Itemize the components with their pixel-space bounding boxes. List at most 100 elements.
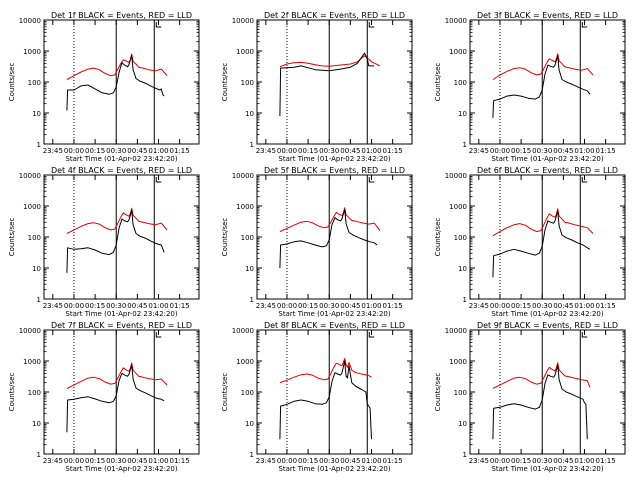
marker-bracket: [155, 332, 162, 338]
marker-bracket: [368, 22, 375, 28]
x-axis-label: Start Time (01-Apr-02 23:42:20): [278, 310, 390, 318]
x-tick-label: 00:00: [64, 147, 84, 155]
y-tick-label: 1: [463, 296, 467, 304]
x-tick-label: 00:45: [553, 147, 573, 155]
series-line-lld: [66, 53, 168, 80]
y-tick-label: 1000: [449, 48, 467, 56]
panel-title: Det 7f BLACK = Events, RED = LLD: [51, 321, 192, 330]
axis-box: [43, 19, 200, 145]
y-tick-label: 1000: [449, 203, 467, 211]
x-tick-label: 23:45: [256, 302, 276, 310]
y-axis-label: Counts/sec: [434, 63, 442, 102]
x-tick-label: 00:30: [319, 302, 339, 310]
y-tick-label: 1000: [449, 358, 467, 366]
series-line-events: [66, 364, 165, 433]
y-tick-label: 100: [241, 234, 254, 242]
series-line-events: [279, 360, 372, 440]
y-tick-label: 10000: [232, 17, 254, 25]
det-panel-5: Det 5f BLACK = Events, RED = LLD 1 10 100 10…: [221, 166, 413, 318]
y-tick-label: 10: [458, 265, 467, 273]
det-panel-7: Det 7f BLACK = Events, RED = LLD 1 10 100 10…: [8, 321, 200, 473]
axis-box: [43, 174, 200, 300]
x-tick-label: 01:00: [148, 457, 168, 465]
y-tick-label: 1: [37, 296, 41, 304]
marker-bracket: [155, 22, 162, 28]
y-axis-label: Counts/sec: [221, 373, 229, 412]
y-axis-label: Counts/sec: [434, 373, 442, 412]
marker-bracket: [368, 177, 375, 183]
x-tick-label: 00:30: [532, 147, 552, 155]
x-tick-label: 00:30: [532, 457, 552, 465]
series-line-events: [66, 209, 165, 273]
y-tick-label: 1000: [23, 48, 41, 56]
y-tick-label: 1000: [23, 358, 41, 366]
x-tick-label: 00:45: [553, 457, 573, 465]
panel-title: Det 2f BLACK = Events, RED = LLD: [264, 11, 405, 20]
y-axis-label: Counts/sec: [8, 63, 16, 102]
x-tick-label: 00:30: [106, 147, 126, 155]
x-tick-label: 01:15: [170, 457, 190, 465]
marker-bracket: [581, 332, 588, 338]
y-axis-label: Counts/sec: [434, 218, 442, 257]
x-tick-label: 00:15: [298, 457, 318, 465]
x-tick-label: 23:45: [43, 302, 63, 310]
x-tick-label: 23:45: [469, 302, 489, 310]
x-tick-label: 00:15: [85, 457, 105, 465]
y-tick-label: 10: [245, 110, 254, 118]
y-tick-label: 100: [241, 79, 254, 87]
series-line-lld: [66, 207, 168, 234]
y-axis-label: Counts/sec: [8, 373, 16, 412]
x-tick-label: 01:00: [148, 147, 168, 155]
det-panel-6: Det 6f BLACK = Events, RED = LLD 1 10 100 10…: [434, 166, 626, 318]
x-tick-label: 01:00: [574, 147, 594, 155]
series-line-events: [279, 52, 375, 117]
x-tick-label: 00:15: [511, 302, 531, 310]
x-tick-label: 01:00: [361, 302, 381, 310]
x-tick-label: 01:15: [596, 457, 616, 465]
y-tick-label: 10000: [232, 172, 254, 180]
series-line-events: [492, 364, 588, 440]
det-panel-8: Det 8f BLACK = Events, RED = LLD 1 10 100 10…: [221, 321, 413, 473]
x-tick-label: 01:00: [361, 147, 381, 155]
x-tick-label: 00:30: [319, 457, 339, 465]
series-line-events: [279, 209, 378, 269]
y-axis-label: Counts/sec: [221, 63, 229, 102]
x-tick-label: 00:15: [298, 302, 318, 310]
x-tick-label: 00:00: [64, 302, 84, 310]
panel-title: Det 9f BLACK = Events, RED = LLD: [477, 321, 618, 330]
axis-box: [43, 329, 200, 455]
x-tick-label: 00:45: [553, 302, 573, 310]
y-tick-label: 10000: [232, 327, 254, 335]
series-line-lld: [66, 362, 168, 389]
y-tick-label: 10000: [445, 172, 467, 180]
x-tick-label: 01:00: [574, 302, 594, 310]
y-tick-label: 1: [37, 451, 41, 459]
y-tick-label: 1: [250, 451, 254, 459]
y-tick-label: 10: [32, 420, 41, 428]
x-tick-label: 01:15: [596, 302, 616, 310]
series-line-lld: [279, 207, 381, 232]
x-tick-label: 01:15: [383, 457, 403, 465]
y-tick-label: 10000: [445, 327, 467, 335]
det-panel-9: Det 9f BLACK = Events, RED = LLD 1 10 100 10…: [434, 321, 626, 473]
y-tick-label: 1000: [236, 203, 254, 211]
y-tick-label: 100: [28, 234, 41, 242]
x-tick-label: 00:15: [511, 147, 531, 155]
x-tick-label: 00:15: [85, 147, 105, 155]
x-axis-label: Start Time (01-Apr-02 23:42:20): [491, 155, 603, 163]
x-tick-label: 00:15: [85, 302, 105, 310]
y-tick-label: 100: [28, 389, 41, 397]
y-tick-label: 10: [245, 420, 254, 428]
x-tick-label: 00:15: [298, 147, 318, 155]
x-tick-label: 00:45: [127, 457, 147, 465]
y-tick-label: 100: [241, 389, 254, 397]
y-tick-label: 10000: [19, 172, 41, 180]
x-tick-label: 00:00: [490, 302, 510, 310]
x-tick-label: 00:00: [64, 457, 84, 465]
y-tick-label: 1000: [23, 203, 41, 211]
det-panel-3: Det 3f BLACK = Events, RED = LLD 1 10 100 10…: [434, 11, 626, 163]
det-panel-4: Det 4f BLACK = Events, RED = LLD 1 10 100 10…: [8, 166, 200, 318]
y-tick-label: 10: [32, 265, 41, 273]
panel-title: Det 1f BLACK = Events, RED = LLD: [51, 11, 192, 20]
x-axis-label: Start Time (01-Apr-02 23:42:20): [278, 155, 390, 163]
